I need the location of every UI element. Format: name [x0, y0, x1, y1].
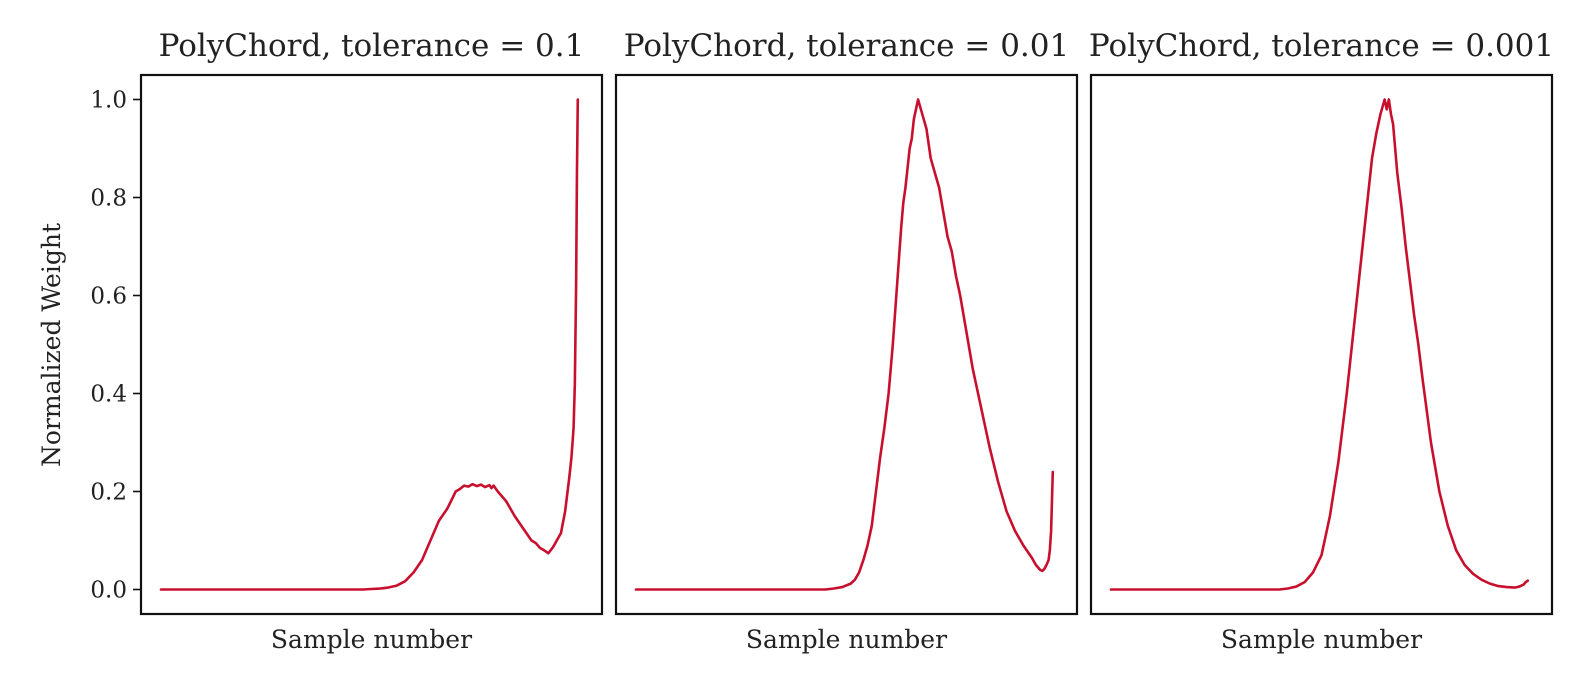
y-tick-label: 0.4: [90, 382, 127, 408]
series-line-weights: [159, 98, 580, 591]
series-line-weights: [634, 98, 1055, 591]
y-tick-label: 0.6: [90, 284, 127, 310]
y-tick-label: 0.2: [90, 480, 127, 506]
panel-1: PolyChord, tolerance = 0.1 Sample number 0…: [90, 28, 604, 654]
series-line-weights: [1109, 98, 1530, 591]
x-axis-label: Sample number: [271, 625, 472, 654]
chart-title: PolyChord, tolerance = 0.001: [1089, 28, 1554, 64]
panel-3: PolyChord, tolerance = 0.001 Sample numbe…: [1089, 28, 1554, 654]
y-tick-label: 0.8: [90, 186, 127, 212]
x-axis-label: Sample number: [746, 625, 947, 654]
plot-frame: [614, 73, 1079, 616]
x-axis-label: Sample number: [1221, 625, 1422, 654]
chart-title: PolyChord, tolerance = 0.01: [624, 28, 1069, 64]
y-tick-label: 0.0: [90, 578, 127, 604]
panel-2: PolyChord, tolerance = 0.01 Sample number: [614, 28, 1079, 654]
y-axis-label: Normalized Weight: [37, 223, 66, 467]
y-tick-label: 1.0: [90, 88, 127, 114]
plot-frame: [1089, 73, 1554, 616]
panels: PolyChord, tolerance = 0.1 Sample number 0…: [90, 28, 1554, 654]
chart-title: PolyChord, tolerance = 0.1: [159, 28, 585, 64]
plot-frame: [139, 73, 604, 616]
